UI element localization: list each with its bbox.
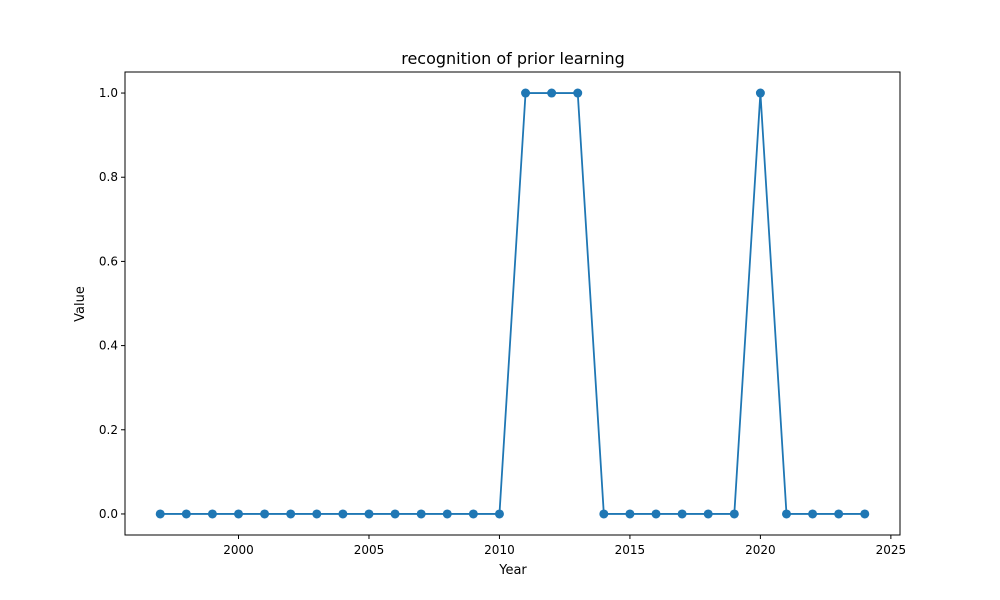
data-point <box>338 509 348 519</box>
y-axis-label: Value <box>73 286 88 322</box>
data-point <box>834 509 844 519</box>
x-tick-label: 2015 <box>615 543 646 557</box>
data-point <box>234 509 244 519</box>
x-axis: 2000 2005 2010 2015 2020 2025 <box>223 535 906 557</box>
y-tick-label: 0.0 <box>99 507 118 521</box>
data-point <box>416 509 426 519</box>
data-point <box>703 509 713 519</box>
x-tick-label: 2005 <box>354 543 385 557</box>
data-point <box>181 509 191 519</box>
data-point <box>468 509 478 519</box>
data-point <box>677 509 687 519</box>
plot-area <box>155 88 870 519</box>
y-tick-label: 0.4 <box>99 339 118 353</box>
data-point <box>573 88 583 98</box>
data-point <box>155 509 165 519</box>
x-tick-label: 2025 <box>876 543 907 557</box>
data-point <box>312 509 322 519</box>
y-tick-label: 0.2 <box>99 423 118 437</box>
x-tick-label: 2010 <box>484 543 515 557</box>
data-point <box>390 509 400 519</box>
y-axis: 0.0 0.2 0.4 0.6 0.8 1.0 <box>99 86 125 521</box>
y-tick-label: 0.6 <box>99 254 118 268</box>
data-point <box>781 509 791 519</box>
data-point <box>625 509 635 519</box>
y-tick-label: 0.8 <box>99 170 118 184</box>
data-point <box>755 88 765 98</box>
data-point <box>286 509 296 519</box>
data-point <box>547 88 557 98</box>
x-axis-label: Year <box>498 563 527 578</box>
plot-frame <box>124 71 901 536</box>
data-point <box>207 509 217 519</box>
data-point <box>729 509 739 519</box>
y-tick-label: 1.0 <box>99 86 118 100</box>
data-point <box>494 509 504 519</box>
data-point <box>442 509 452 519</box>
x-tick-label: 2000 <box>223 543 254 557</box>
data-point <box>860 509 870 519</box>
series-line <box>160 92 865 515</box>
data-point <box>599 509 609 519</box>
data-point <box>808 509 818 519</box>
data-point <box>651 509 661 519</box>
chart-title: recognition of prior learning <box>401 49 625 68</box>
data-point <box>260 509 270 519</box>
data-point <box>521 88 531 98</box>
data-point <box>364 509 374 519</box>
x-tick-label: 2020 <box>745 543 776 557</box>
